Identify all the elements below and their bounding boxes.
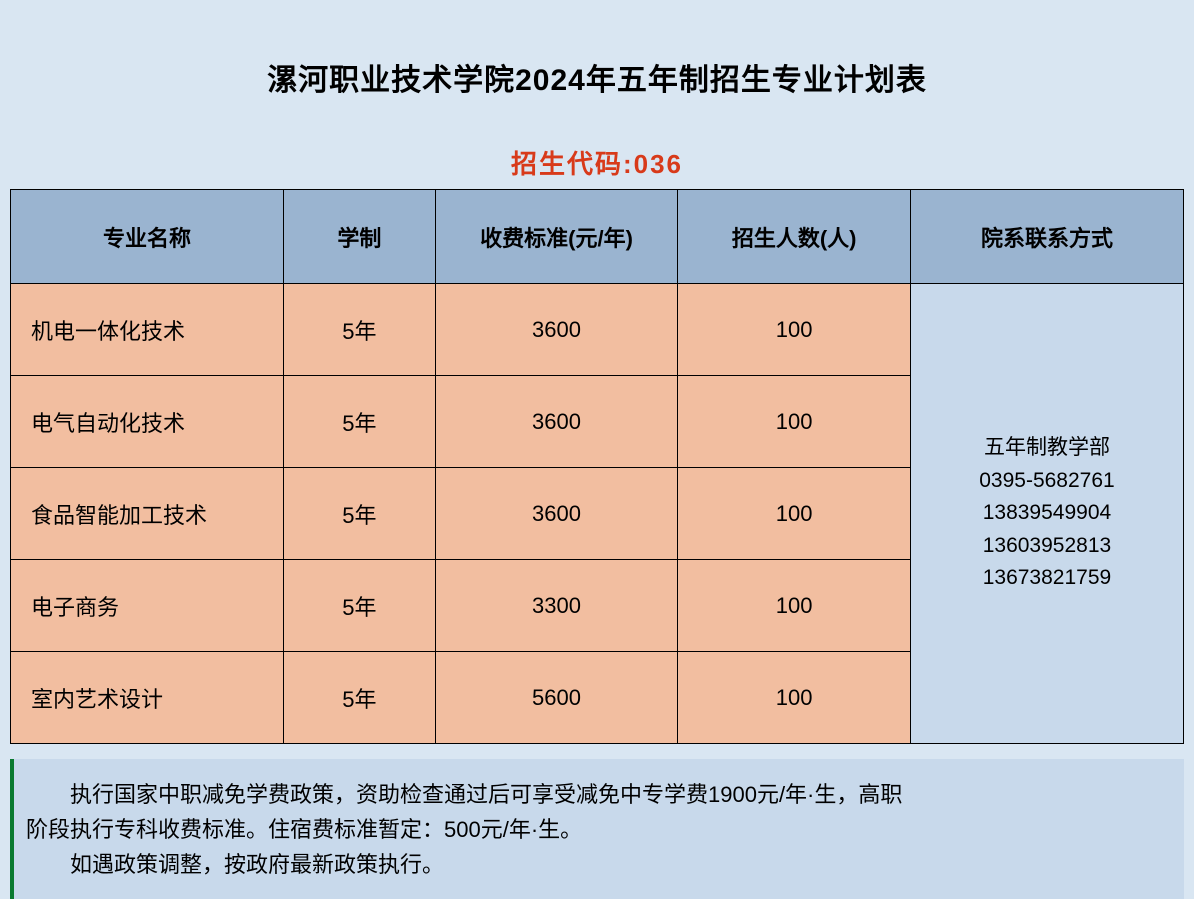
cell-duration: 5年 bbox=[284, 376, 436, 468]
footer-line: 执行国家中职减免学费政策，资助检查通过后可享受减免中专学费1900元/年·生，高… bbox=[26, 777, 1172, 812]
cell-fee: 3600 bbox=[435, 376, 678, 468]
table-row: 机电一体化技术 5年 3600 100 五年制教学部 0395-5682761 … bbox=[11, 284, 1184, 376]
footer-line: 如遇政策调整，按政府最新政策执行。 bbox=[26, 847, 1172, 882]
plan-table-wrap: 专业名称 学制 收费标准(元/年) 招生人数(人) 院系联系方式 机电一体化技术… bbox=[10, 189, 1184, 744]
cell-fee: 3600 bbox=[435, 284, 678, 376]
cell-count: 100 bbox=[678, 468, 911, 560]
admission-code: 招生代码:036 bbox=[0, 144, 1194, 181]
cell-count: 100 bbox=[678, 284, 911, 376]
footer-line: 阶段执行专科收费标准。住宿费标准暂定：500元/年·生。 bbox=[26, 812, 1172, 847]
contact-line: 13603952813 bbox=[911, 530, 1183, 563]
cell-fee: 3600 bbox=[435, 468, 678, 560]
page-title: 漯河职业技术学院2024年五年制招生专业计划表 bbox=[0, 0, 1194, 99]
cell-count: 100 bbox=[678, 560, 911, 652]
col-count-header: 招生人数(人) bbox=[678, 190, 911, 284]
cell-major: 电子商务 bbox=[11, 560, 284, 652]
col-fee-header: 收费标准(元/年) bbox=[435, 190, 678, 284]
col-duration-header: 学制 bbox=[284, 190, 436, 284]
col-major-header: 专业名称 bbox=[11, 190, 284, 284]
cell-duration: 5年 bbox=[284, 560, 436, 652]
page-container: 漯河职业技术学院2024年五年制招生专业计划表 招生代码:036 专业名称 学制… bbox=[0, 0, 1194, 899]
cell-duration: 5年 bbox=[284, 284, 436, 376]
cell-fee: 5600 bbox=[435, 652, 678, 744]
contact-line: 0395-5682761 bbox=[911, 465, 1183, 498]
cell-duration: 5年 bbox=[284, 468, 436, 560]
cell-major: 食品智能加工技术 bbox=[11, 468, 284, 560]
contact-line: 13673821759 bbox=[911, 562, 1183, 595]
cell-major: 机电一体化技术 bbox=[11, 284, 284, 376]
cell-contact: 五年制教学部 0395-5682761 13839549904 13603952… bbox=[910, 284, 1183, 744]
cell-count: 100 bbox=[678, 652, 911, 744]
policy-footer: 执行国家中职减免学费政策，资助检查通过后可享受减免中专学费1900元/年·生，高… bbox=[10, 759, 1184, 899]
cell-fee: 3300 bbox=[435, 560, 678, 652]
contact-line: 13839549904 bbox=[911, 497, 1183, 530]
col-contact-header: 院系联系方式 bbox=[910, 190, 1183, 284]
cell-duration: 5年 bbox=[284, 652, 436, 744]
table-header-row: 专业名称 学制 收费标准(元/年) 招生人数(人) 院系联系方式 bbox=[11, 190, 1184, 284]
contact-line: 五年制教学部 bbox=[911, 432, 1183, 465]
cell-major: 室内艺术设计 bbox=[11, 652, 284, 744]
cell-count: 100 bbox=[678, 376, 911, 468]
cell-major: 电气自动化技术 bbox=[11, 376, 284, 468]
plan-table: 专业名称 学制 收费标准(元/年) 招生人数(人) 院系联系方式 机电一体化技术… bbox=[10, 189, 1184, 744]
